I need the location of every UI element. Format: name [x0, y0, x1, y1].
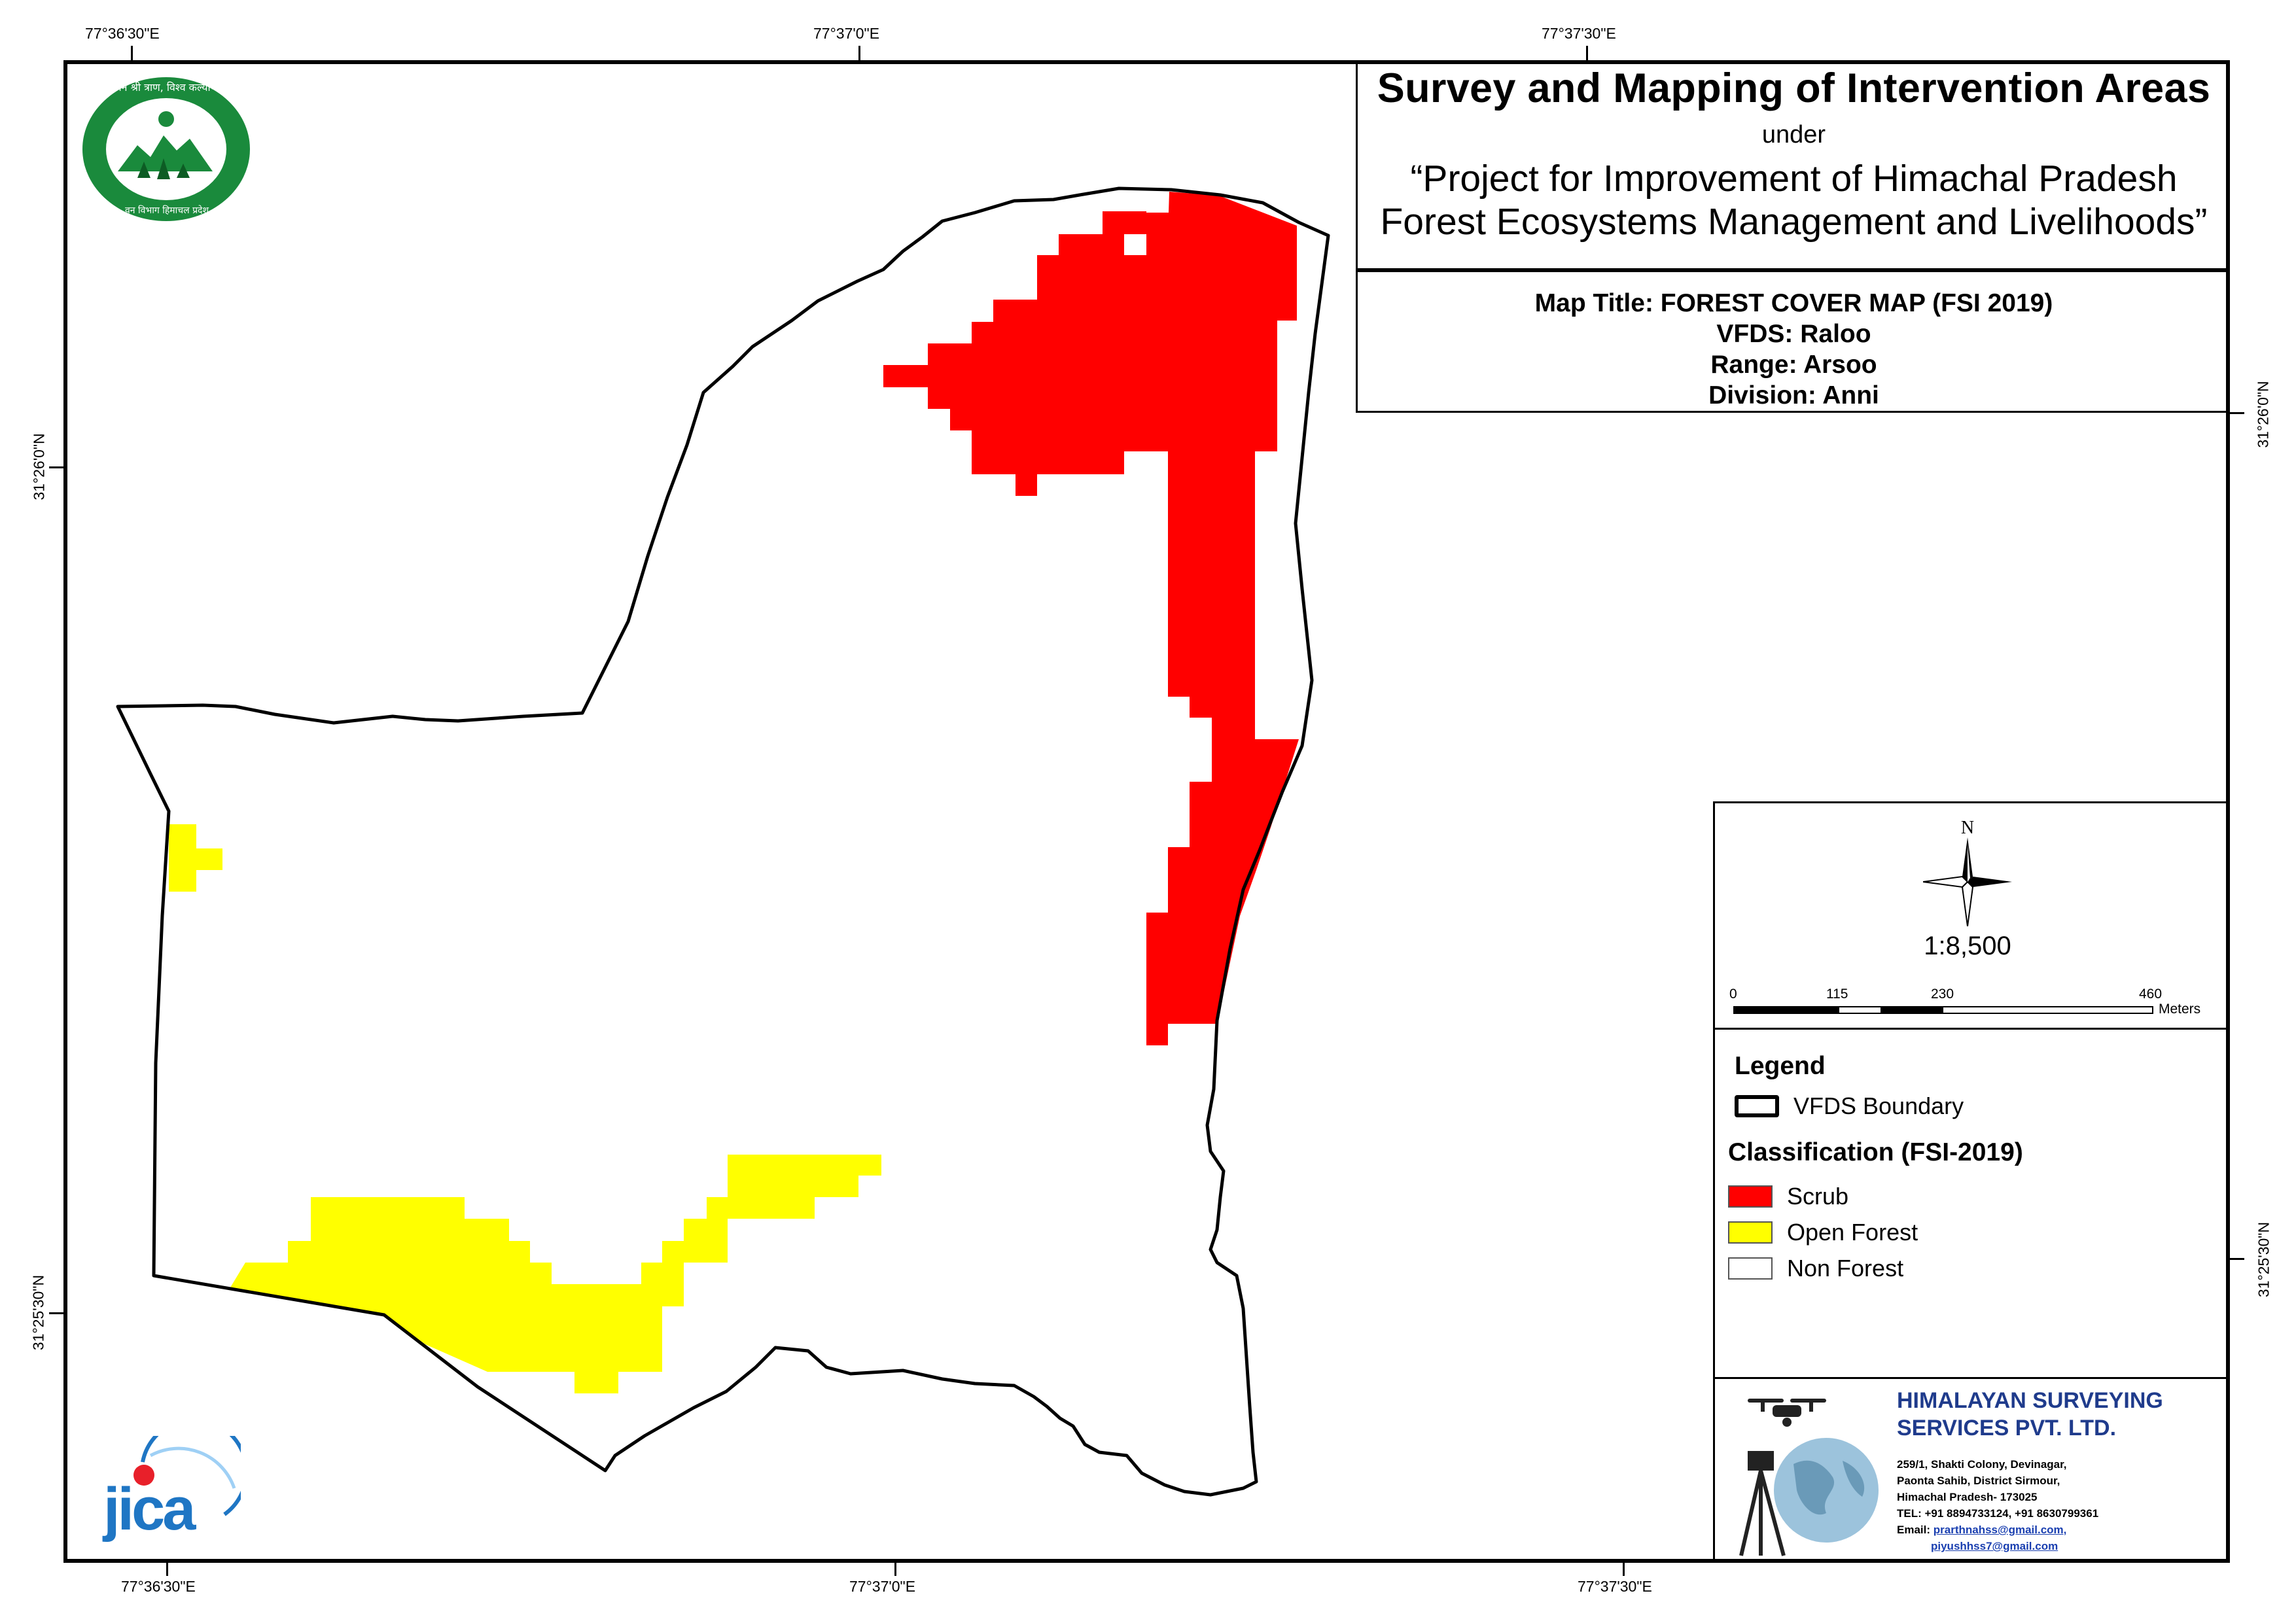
range-text: Range: Arsoo	[1710, 351, 1877, 379]
title-block: Survey and Mapping of Intervention Areas…	[1356, 62, 2230, 270]
map-frame	[63, 60, 2230, 1563]
hp-forest-logo: वन श्री त्राण, विश्व कल्याण वन विभाग हिम…	[79, 73, 254, 225]
north-label: N	[1960, 818, 1975, 838]
map-info-block: Map Title: FOREST COVER MAP (FSI 2019) V…	[1356, 270, 2230, 413]
open-forest-south	[230, 1155, 881, 1393]
company-name-line-2: SERVICES PVT. LTD.	[1897, 1416, 2117, 1440]
title-project-line-2: Forest Ecosystems Management and Livelih…	[1380, 201, 2208, 243]
coord-bottom-2: 77°37'0"E	[849, 1578, 916, 1595]
scale-ratio: 1:8,500	[1924, 932, 2011, 960]
map-title-text: Map Title: FOREST COVER MAP (FSI 2019)	[1534, 289, 2053, 317]
legend-panel: N 1:8,500 0 115 230 460 Meters Legend VF…	[1713, 801, 2230, 1377]
scale-unit: Meters	[2159, 1002, 2201, 1017]
company-address: 259/1, Shakti Colony, Devinagar, Paonta …	[1897, 1456, 2098, 1554]
tick-right-1	[2230, 412, 2244, 414]
company-name: HIMALAYAN SURVEYING SERVICES PVT. LTD.	[1897, 1387, 2163, 1442]
title-project-line-1: “Project for Improvement of Himachal Pra…	[1410, 158, 2178, 200]
classification-title: Classification (FSI-2019)	[1728, 1138, 2023, 1166]
scale-tick-460: 460	[2139, 986, 2163, 1002]
tick-left-1	[49, 466, 63, 468]
tick-left-2	[49, 1312, 63, 1314]
jica-logo: JICA	[103, 1417, 249, 1547]
tick-top-3	[1586, 46, 1588, 60]
scrub-area	[883, 192, 1299, 1045]
coord-bottom-3: 77°37'30"E	[1578, 1578, 1652, 1595]
legend-title: Legend	[1735, 1052, 1826, 1080]
tick-right-2	[2230, 1258, 2244, 1260]
non-forest-swatch	[1728, 1257, 1773, 1280]
scale-tick-0: 0	[1729, 986, 1737, 1002]
email-link-1[interactable]: prarthnahss@gmail.com,	[1933, 1524, 2067, 1536]
legend-item-scrub: Scrub	[1728, 1183, 1848, 1210]
legend-item-non-forest: Non Forest	[1728, 1255, 1903, 1282]
open-forest-area	[169, 824, 881, 1393]
legend-open-forest-label: Open Forest	[1787, 1219, 1918, 1246]
company-email-row: Email: prarthnahss@gmail.com,	[1897, 1522, 2098, 1538]
tick-bottom-1	[166, 1563, 168, 1576]
open-forest-west	[169, 824, 222, 892]
scrub-polygon	[883, 192, 1299, 1045]
coord-top-1: 77°36'30"E	[85, 25, 160, 42]
open-forest-swatch	[1728, 1221, 1773, 1244]
hp-forest-logo-text: वन श्री त्राण, विश्व कल्याण	[115, 81, 219, 94]
title-main: Survey and Mapping of Intervention Areas	[1377, 65, 2211, 111]
tick-top-1	[131, 46, 133, 60]
scale-tick-230: 230	[1931, 986, 1954, 1002]
jica-logo-text: JICA	[103, 1476, 196, 1543]
tick-bottom-3	[1623, 1563, 1625, 1576]
company-address-line-2: Paonta Sahib, District Sirmour,	[1897, 1475, 2060, 1487]
legend-boundary-label: VFDS Boundary	[1793, 1092, 1964, 1119]
hp-forest-logo-bottom-text: वन विभाग हिमाचल प्रदेश	[124, 205, 209, 216]
boundary-swatch	[1735, 1095, 1779, 1117]
email-link-2[interactable]: piyushhss7@gmail.com	[1931, 1540, 2058, 1552]
division-text: Division: Anni	[1708, 381, 1879, 410]
scale-tick-115: 115	[1826, 986, 1848, 1002]
coord-top-3: 77°37'30"E	[1542, 25, 1616, 42]
scrub-swatch	[1728, 1185, 1773, 1208]
coord-bottom-1: 77°36'30"E	[121, 1578, 196, 1595]
scale-bar	[1733, 1006, 2153, 1014]
legend-scrub-label: Scrub	[1787, 1183, 1849, 1210]
company-name-line-1: HIMALAYAN SURVEYING	[1897, 1388, 2163, 1413]
legend-item-open-forest: Open Forest	[1728, 1219, 1918, 1246]
vfds-text: VFDS: Raloo	[1716, 320, 1871, 348]
company-block: HIMALAYAN SURVEYING SERVICES PVT. LTD. 2…	[1713, 1377, 2230, 1562]
legend-item-boundary: VFDS Boundary	[1735, 1092, 1964, 1120]
legend-separator	[1715, 1028, 2230, 1030]
tick-top-2	[858, 46, 860, 60]
north-arrow-icon	[1923, 837, 2012, 926]
company-address-line-3: Himachal Pradesh- 173025	[1897, 1491, 2038, 1503]
tick-bottom-2	[894, 1563, 896, 1576]
company-address-line-1: 259/1, Shakti Colony, Devinagar,	[1897, 1458, 2067, 1471]
title-under: under	[1761, 121, 1826, 148]
scrub-top-block	[1146, 192, 1169, 234]
vfds-boundary	[116, 186, 1330, 1497]
email-label: Email:	[1897, 1524, 1931, 1536]
company-tel: TEL: +91 8894733124, +91 8630799361	[1897, 1507, 2099, 1520]
coord-top-2: 77°37'0"E	[813, 25, 880, 42]
legend-non-forest-label: Non Forest	[1787, 1255, 1904, 1282]
company-logo	[1739, 1399, 1879, 1556]
